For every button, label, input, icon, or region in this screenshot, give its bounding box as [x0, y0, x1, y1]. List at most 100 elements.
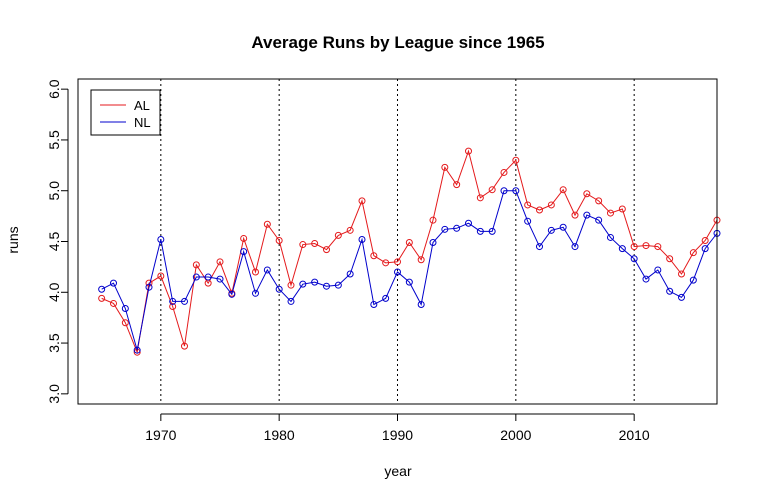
- y-tick-label-3.5: 3.5: [46, 333, 62, 353]
- point-nl-2001: [524, 217, 532, 225]
- point-al-1999: [500, 168, 508, 176]
- point-nl-1987: [358, 235, 366, 243]
- point-nl-1972: [181, 297, 188, 305]
- point-al-2010: [630, 243, 638, 251]
- x-tick-label-1980: 1980: [264, 427, 295, 443]
- point-al-2012: [654, 243, 662, 251]
- point-nl-1975: [216, 275, 224, 283]
- point-al-2014: [678, 270, 685, 278]
- point-nl-1988: [370, 300, 378, 308]
- point-al-2011: [642, 242, 650, 250]
- point-al-1982: [299, 241, 307, 249]
- point-al-2005: [571, 211, 579, 219]
- point-nl-2000: [512, 187, 520, 195]
- point-nl-2011: [642, 275, 650, 283]
- point-al-1997: [476, 194, 484, 202]
- point-al-1966: [110, 299, 117, 307]
- point-nl-1979: [263, 266, 271, 274]
- point-nl-2008: [607, 233, 614, 241]
- y-tick-label-5.5: 5.5: [46, 130, 62, 150]
- point-nl-2007: [595, 216, 603, 224]
- point-al-1983: [311, 240, 319, 248]
- point-nl-1966: [110, 279, 117, 287]
- point-nl-1971: [169, 297, 177, 305]
- point-al-1998: [488, 186, 496, 194]
- point-al-1979: [263, 220, 271, 228]
- point-nl-1974: [204, 273, 212, 281]
- x-tick-label-1970: 1970: [145, 427, 176, 443]
- point-nl-1989: [382, 294, 390, 302]
- legend: AL NL: [90, 89, 161, 136]
- point-nl-1982: [299, 280, 307, 288]
- point-al-1975: [216, 258, 224, 266]
- y-axis: 3.0 3.5 4.0 4.5 5.0 5.5 6.0: [46, 79, 69, 404]
- point-nl-2002: [536, 243, 543, 251]
- point-nl-1981: [287, 297, 295, 305]
- point-al-2004: [559, 186, 567, 194]
- point-nl-1983: [311, 278, 319, 286]
- y-tick-label-4.0: 4.0: [46, 282, 62, 302]
- point-nl-1973: [192, 273, 200, 281]
- point-nl-2003: [547, 226, 555, 234]
- point-al-2000: [512, 156, 520, 164]
- y-axis-label: runs: [5, 226, 21, 253]
- legend-box: [90, 89, 161, 136]
- point-nl-2015: [689, 276, 697, 284]
- point-nl-2014: [678, 293, 685, 301]
- point-nl-2005: [571, 243, 579, 251]
- point-al-1991: [405, 239, 413, 247]
- point-al-1973: [192, 261, 200, 269]
- x-axis-label: year: [384, 463, 412, 479]
- x-axis: 1970 1980 1990 2000 2010: [145, 413, 650, 443]
- point-nl-1990: [394, 268, 401, 276]
- point-al-1965: [98, 294, 106, 302]
- series-nl: [98, 187, 721, 354]
- point-al-2001: [524, 201, 532, 209]
- point-al-1986: [346, 226, 354, 234]
- y-tick-label-6.0: 6.0: [46, 79, 62, 99]
- point-al-1992: [417, 256, 425, 264]
- series-layer: [98, 147, 721, 356]
- point-nl-1991: [405, 278, 413, 286]
- point-al-1978: [252, 268, 259, 276]
- point-al-1988: [370, 252, 378, 260]
- point-nl-2004: [559, 223, 567, 231]
- point-al-1990: [394, 258, 401, 266]
- point-nl-1996: [465, 219, 472, 227]
- point-al-2006: [583, 190, 591, 198]
- point-al-1984: [323, 246, 330, 254]
- point-al-1972: [181, 342, 188, 350]
- point-al-1985: [334, 231, 342, 239]
- point-al-1980: [275, 236, 283, 244]
- point-nl-1977: [240, 248, 248, 256]
- point-al-1977: [240, 234, 248, 242]
- point-al-1993: [429, 216, 437, 224]
- point-nl-1986: [346, 270, 354, 278]
- series-line-al: [101, 149, 718, 355]
- point-nl-1969: [145, 283, 153, 291]
- point-nl-1978: [252, 289, 259, 297]
- y-tick-label-5.0: 5.0: [46, 181, 62, 201]
- point-nl-1980: [275, 285, 283, 293]
- x-tick-label-2010: 2010: [619, 427, 650, 443]
- plot-frame: [77, 78, 718, 405]
- point-al-1989: [382, 259, 390, 267]
- point-nl-2009: [618, 245, 626, 253]
- point-nl-1999: [500, 187, 508, 195]
- chart-title: Average Runs by League since 1965: [251, 33, 544, 52]
- point-al-1970: [157, 272, 165, 280]
- point-nl-2006: [583, 211, 591, 219]
- point-al-2013: [666, 255, 674, 263]
- point-nl-2012: [654, 266, 662, 274]
- reference-lines: [160, 79, 635, 404]
- point-al-1981: [287, 281, 295, 289]
- point-nl-1992: [417, 300, 425, 308]
- point-al-2015: [689, 249, 697, 257]
- point-nl-1995: [453, 224, 461, 232]
- point-nl-1970: [157, 235, 165, 243]
- point-nl-1997: [476, 227, 484, 235]
- point-nl-1998: [488, 227, 496, 235]
- x-tick-label-2000: 2000: [500, 427, 531, 443]
- point-al-1987: [358, 197, 366, 205]
